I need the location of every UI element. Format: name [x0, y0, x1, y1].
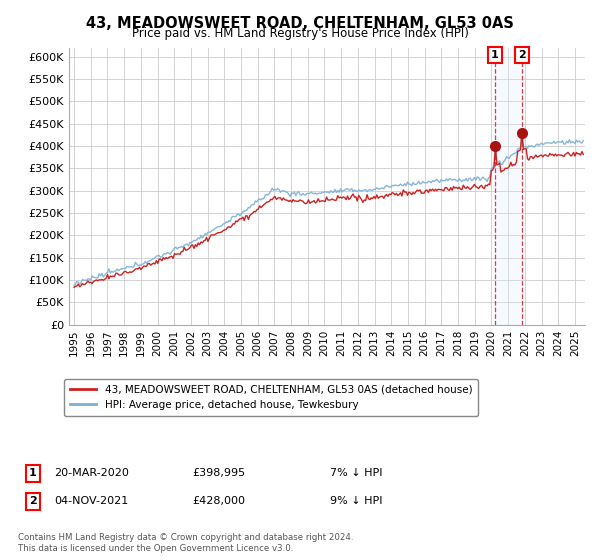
- Text: 9% ↓ HPI: 9% ↓ HPI: [330, 496, 383, 506]
- Text: 1: 1: [491, 50, 499, 60]
- Text: 20-MAR-2020: 20-MAR-2020: [54, 468, 129, 478]
- Text: 43, MEADOWSWEET ROAD, CHELTENHAM, GL53 0AS: 43, MEADOWSWEET ROAD, CHELTENHAM, GL53 0…: [86, 16, 514, 31]
- Text: Contains HM Land Registry data © Crown copyright and database right 2024.
This d: Contains HM Land Registry data © Crown c…: [18, 533, 353, 553]
- Text: £398,995: £398,995: [192, 468, 245, 478]
- Text: 1: 1: [29, 468, 37, 478]
- Text: Price paid vs. HM Land Registry's House Price Index (HPI): Price paid vs. HM Land Registry's House …: [131, 27, 469, 40]
- Bar: [495, 48, 522, 325]
- Text: 04-NOV-2021: 04-NOV-2021: [54, 496, 128, 506]
- Text: 2: 2: [29, 496, 37, 506]
- Text: 7% ↓ HPI: 7% ↓ HPI: [330, 468, 383, 478]
- Text: 2: 2: [518, 50, 526, 60]
- Legend: 43, MEADOWSWEET ROAD, CHELTENHAM, GL53 0AS (detached house), HPI: Average price,: 43, MEADOWSWEET ROAD, CHELTENHAM, GL53 0…: [64, 379, 478, 416]
- Text: £428,000: £428,000: [192, 496, 245, 506]
